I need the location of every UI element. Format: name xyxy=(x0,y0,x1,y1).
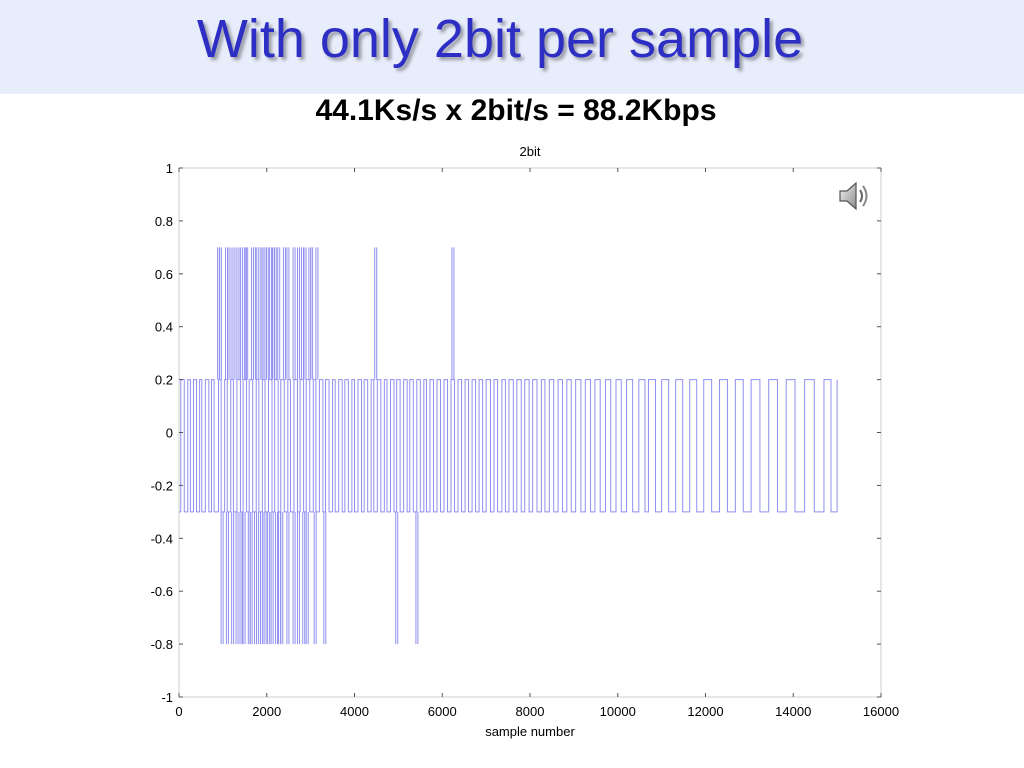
x-tick-label: 14000 xyxy=(775,704,811,719)
signal-layer xyxy=(179,247,838,645)
x-tick-label: 6000 xyxy=(428,704,457,719)
tick-layer: 0 2000 4000 6000 8000 10000 12000 14000 16000 1 0.… xyxy=(151,161,899,719)
y-tick-label: -0.6 xyxy=(151,584,173,599)
chart-title: 2bit xyxy=(520,144,541,159)
slide-subtitle: 44.1Ks/s x 2bit/s = 88.2Kbps xyxy=(315,94,717,127)
y-tick-label: 0.8 xyxy=(155,214,173,229)
x-tick-label: 16000 xyxy=(863,704,899,719)
x-tick-label: 0 xyxy=(175,704,182,719)
y-tick-label: 0 xyxy=(166,426,173,441)
y-tick-label: -0.4 xyxy=(151,531,173,546)
x-tick-label: 12000 xyxy=(687,704,723,719)
y-tick-label: 0.6 xyxy=(155,267,173,282)
slide-title: With only 2bit per sample xyxy=(196,9,804,69)
speaker-icon xyxy=(839,181,868,211)
y-tick-label: -0.2 xyxy=(151,478,173,493)
signal-line xyxy=(179,379,838,513)
y-tick-label: -1 xyxy=(161,690,173,705)
y-tick-label: 0.2 xyxy=(155,373,173,388)
y-tick-label: 1 xyxy=(166,161,173,176)
speaker-button[interactable] xyxy=(834,176,874,216)
x-tick-label: 10000 xyxy=(600,704,636,719)
x-axis-label: sample number xyxy=(485,724,575,739)
title-banner xyxy=(0,0,1024,94)
x-tick-label: 8000 xyxy=(516,704,545,719)
x-tick-label: 2000 xyxy=(252,704,281,719)
y-tick-label: -0.8 xyxy=(151,637,173,652)
y-tick-label: 0.4 xyxy=(155,320,173,335)
x-tick-label: 4000 xyxy=(340,704,369,719)
